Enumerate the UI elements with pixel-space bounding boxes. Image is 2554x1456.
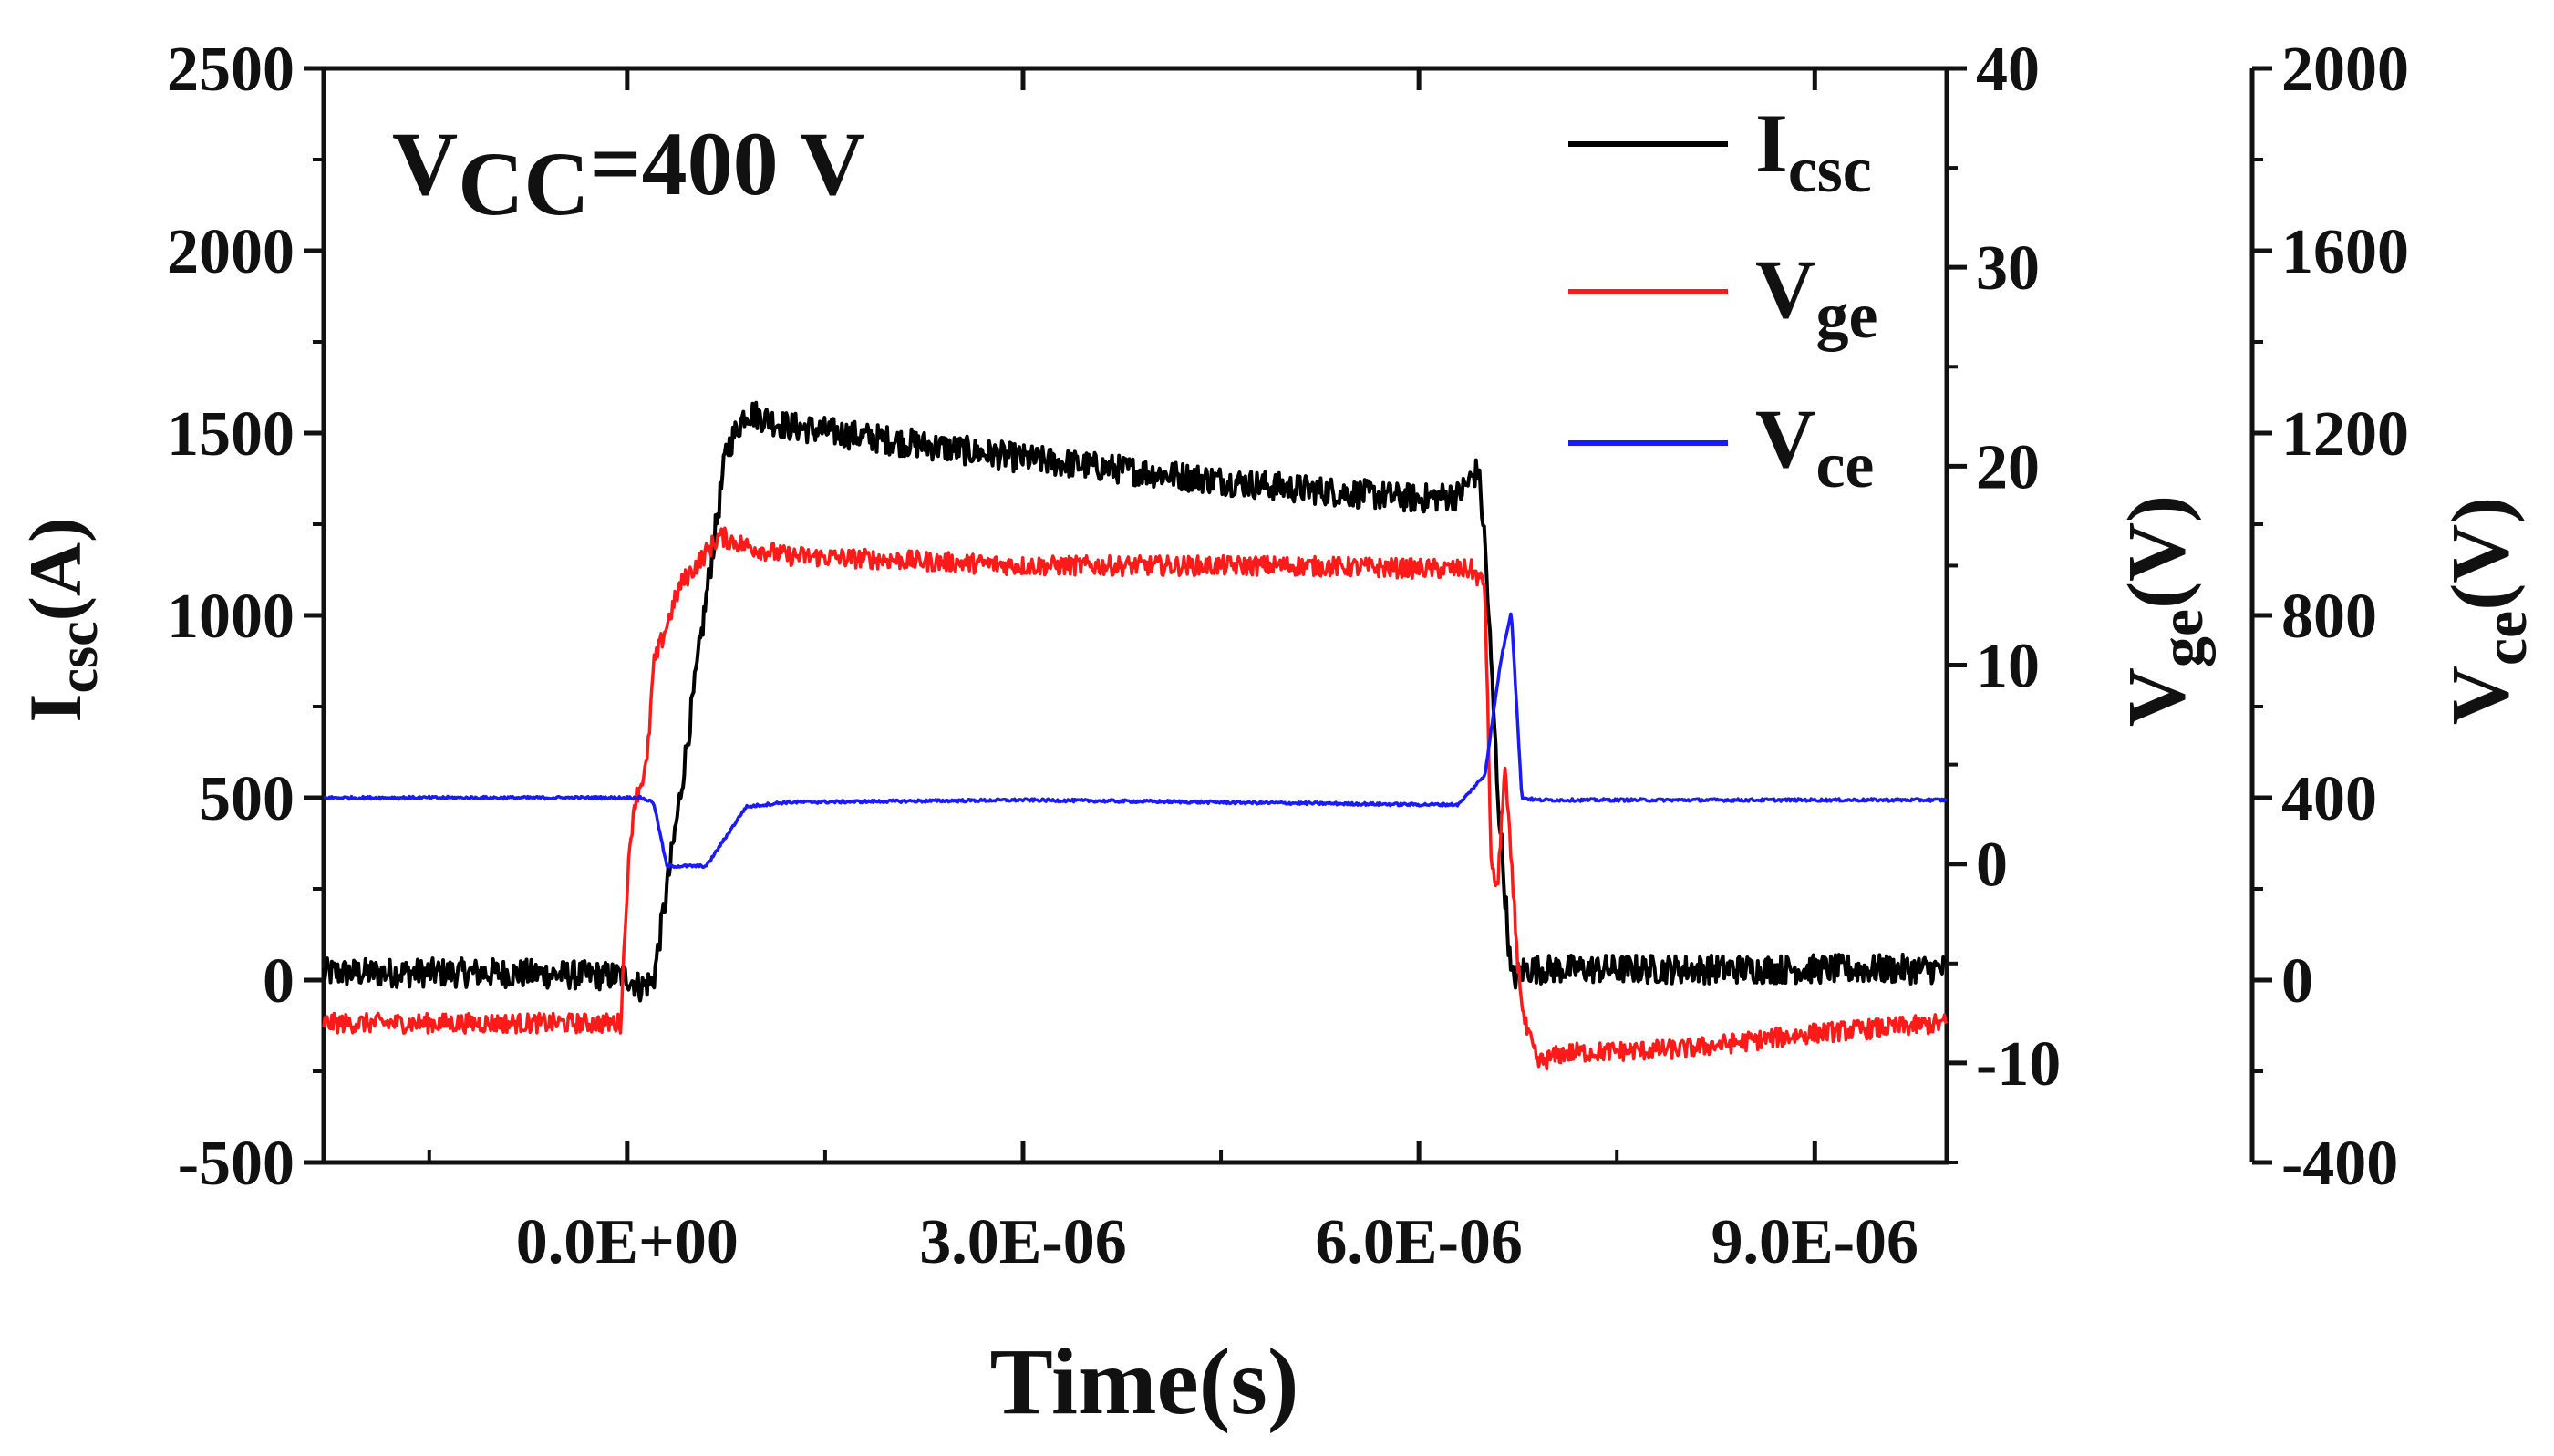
y-axis-title-icsc-sub: csc [47,621,109,693]
y-axis-title-icsc-main: I [14,694,97,723]
y-axis-title-icsc-unit: (A) [14,518,97,622]
legend-label-vce-sub: ce [1815,429,1874,501]
x-tick-label: 0.0E+00 [516,1207,739,1277]
y-tick-label-vge: -10 [1976,1029,2061,1100]
y-axis-title-vge-sub: ge [2146,609,2216,667]
y-tick-label-vge: 0 [1976,831,2008,901]
y-tick-label-vce: 400 [2281,764,2377,834]
y-tick-label-vge: 10 [1976,632,2040,702]
y-tick-label-vce: -400 [2281,1129,2398,1199]
x-tick-label: 9.0E-06 [1711,1207,1919,1277]
y-axis-title-vce: Vce(V) [2435,497,2539,725]
vcc-annotation-sub: CC [458,133,589,234]
y-tick-label-vge: 30 [1976,233,2040,304]
legend-label-vce-main: V [1755,392,1815,485]
axes-layer: 0.0E+00 3.0E-06 6.0E-06 9.0E-06-50005001000… [167,35,2409,1277]
series-line-icsc [322,400,1948,1003]
y-tick-label-icsc: 2500 [167,35,295,105]
y-axis-title-vce-sub: ce [2470,611,2539,666]
y-tick-label-vge: 20 [1976,432,2040,502]
y-axis-title-vge: Vge(V) [2112,495,2216,727]
legend-label-vce: Vce [1755,392,1874,501]
legend-label-icsc: Icsc [1755,97,1872,206]
y-tick-label-icsc: 0 [263,946,295,1017]
vcc-annotation: VCC=400 V [392,113,865,234]
y-axis-title-icsc: Icsc(A) [14,518,109,723]
legend-label-vge-sub: ge [1815,279,1877,352]
x-tick-label: 3.0E-06 [919,1207,1127,1277]
y-axis-title-vge-unit: (V) [2112,495,2202,609]
y-axis-title-vce-main: V [2435,666,2526,725]
x-axis-title: Time(s) [990,1329,1299,1434]
y-tick-label-icsc: 2000 [167,217,295,287]
y-tick-label-vce: 1200 [2281,399,2409,470]
legend: Icsc Vge Vce [1568,97,1877,501]
x-tick-label: 6.0E-06 [1315,1207,1523,1277]
series-line-vge [322,526,1949,1071]
series-layer [322,400,1949,1071]
legend-label-icsc-sub: csc [1788,133,1872,206]
y-axis-title-vge-main: V [2112,667,2202,727]
vcc-annotation-rest: =400 V [590,113,865,214]
legend-label-vge-main: V [1755,243,1815,336]
y-tick-label-vge: 40 [1976,35,2040,105]
y-tick-label-icsc: 500 [199,764,295,834]
y-tick-label-vce: 1600 [2281,217,2409,287]
series-line-vce [323,612,1949,870]
y-tick-label-icsc: 1000 [167,582,295,652]
y-tick-label-vce: 800 [2281,582,2377,652]
legend-label-icsc-main: I [1755,97,1788,190]
y-tick-label-icsc: 1500 [167,399,295,470]
legend-label-vge: Vge [1755,243,1877,352]
y-tick-label-vce: 0 [2281,946,2313,1017]
y-axis-title-vce-unit: (V) [2435,497,2526,611]
vcc-annotation-main: V [392,113,458,214]
y-tick-label-icsc: -500 [178,1129,295,1199]
y-tick-label-vce: 2000 [2281,35,2409,105]
